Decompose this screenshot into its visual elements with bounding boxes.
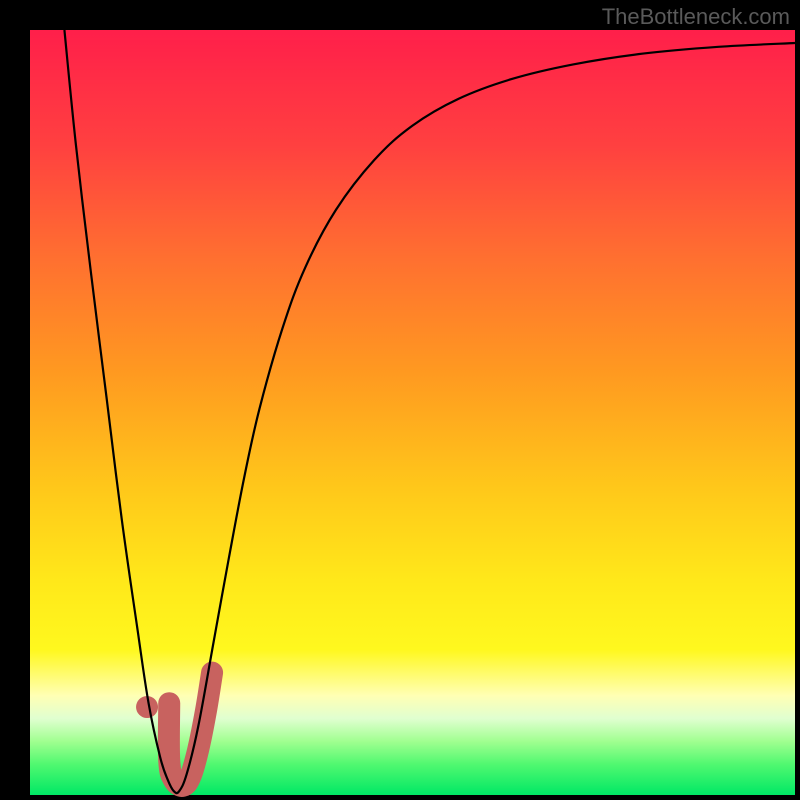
watermark-text: TheBottleneck.com bbox=[602, 4, 790, 30]
bottleneck-chart: TheBottleneck.com bbox=[0, 0, 800, 800]
chart-svg bbox=[0, 0, 800, 800]
